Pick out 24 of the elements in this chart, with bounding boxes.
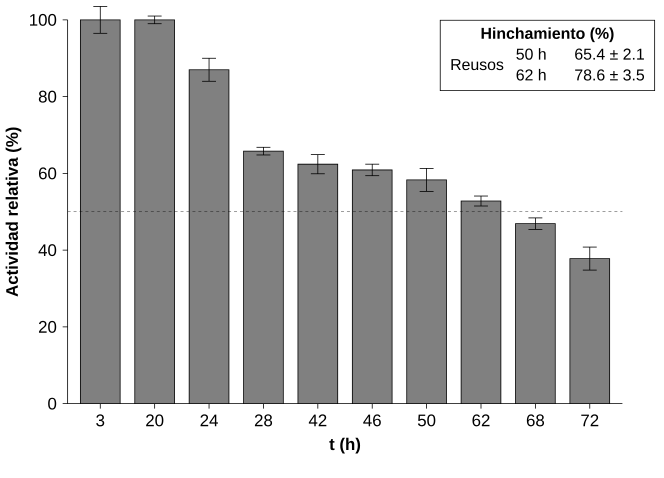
y-axis-title: Actividad relativa (%): [6, 127, 22, 296]
x-axis-title: t (h): [329, 438, 360, 454]
x-tick-label: 24: [200, 414, 218, 426]
annotation: Reusos: [451, 59, 504, 70]
annotation: 50 h: [516, 48, 546, 60]
y-tick-label: 0: [48, 398, 56, 410]
x-tick-label: 28: [254, 414, 272, 426]
annotation: Hinchamiento (%): [482, 27, 614, 42]
annotation: 78.6 ± 3.5: [575, 69, 644, 80]
x-tick-label: 50: [418, 414, 436, 426]
x-tick-label: 42: [308, 414, 326, 426]
x-tick-label: 3: [96, 414, 104, 426]
y-tick-label: 60: [38, 167, 56, 180]
x-tick-label: 68: [526, 414, 544, 426]
annotation: 65.4 ± 2.1: [575, 48, 644, 60]
y-tick-label: 40: [38, 244, 56, 256]
y-tick-label: 20: [38, 320, 56, 333]
x-tick-label: 20: [146, 414, 164, 426]
y-tick-label: 100: [30, 14, 56, 26]
x-tick-label: 62: [472, 414, 490, 426]
x-tick-label: 72: [581, 414, 598, 426]
y-tick-label: 80: [38, 90, 56, 102]
annotation: 62 h: [516, 68, 546, 80]
x-tick-label: 46: [363, 414, 381, 426]
